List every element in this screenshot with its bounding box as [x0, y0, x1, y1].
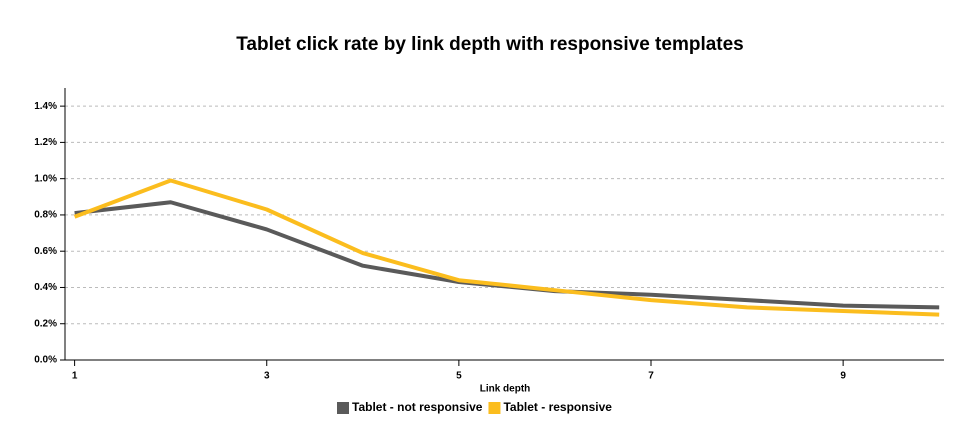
x-tick-label: 1 — [72, 371, 78, 382]
x-tick-label: 7 — [648, 371, 654, 382]
y-tick-label: 0.0% — [34, 355, 57, 366]
y-tick-label: 0.2% — [34, 318, 57, 329]
y-tick-label: 1.2% — [34, 137, 57, 148]
legend-label: Tablet - responsive — [503, 400, 612, 414]
x-axis-label: Link depth — [480, 384, 531, 395]
x-tick-label: 5 — [456, 371, 462, 382]
y-tick-label: 1.0% — [34, 173, 57, 184]
y-tick-label: 1.4% — [34, 101, 57, 112]
series-line — [74, 200, 940, 310]
y-tick-label: 0.4% — [34, 282, 57, 293]
y-tick-label: 0.8% — [34, 210, 57, 221]
x-tick-label: 3 — [264, 371, 270, 382]
legend-swatch — [337, 402, 349, 414]
legend-label: Tablet - not responsive — [352, 400, 483, 414]
chart-title: Tablet click rate by link depth with res… — [236, 34, 744, 55]
series-line — [73, 178, 940, 317]
x-tick-label: 9 — [840, 371, 846, 382]
legend-swatch — [488, 402, 501, 414]
y-tick-label: 0.6% — [34, 246, 57, 257]
